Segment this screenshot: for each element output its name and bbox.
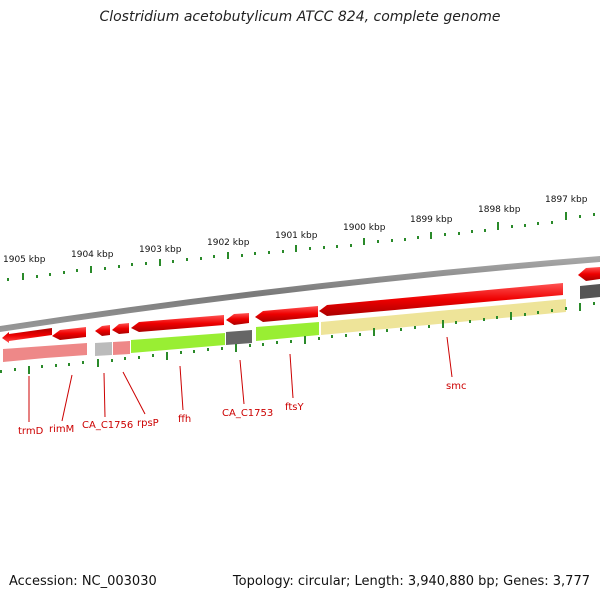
gene-label-rpsP[interactable]: rpsP [137, 418, 159, 429]
gene-label-rimM[interactable]: rimM [49, 424, 74, 435]
genome-summary-text: Topology: circular; Length: 3,940,880 bp… [232, 574, 590, 589]
outer-scale-ticks [7, 212, 595, 281]
accession-text: Accession: NC_003030 [9, 574, 157, 589]
scale-label: 1900 kbp [343, 223, 386, 233]
cog-bar-CA_C1756[interactable] [95, 342, 112, 356]
cog-bar-ffh[interactable] [131, 333, 225, 353]
genome-backbone [0, 256, 600, 332]
scale-label: 1898 kbp [478, 205, 521, 215]
cog-bar-CA_C1753[interactable] [226, 330, 252, 345]
gene-arrow-rimM[interactable] [52, 327, 86, 340]
cog-bar-trmD[interactable] [3, 346, 45, 362]
cog-bar-next[interactable] [580, 284, 600, 299]
cog-bar-smc[interactable] [321, 299, 566, 335]
gene-label-ffh[interactable]: ffh [178, 414, 191, 425]
scale-labels: 1905 kbp 1904 kbp 1903 kbp 1902 kbp 1901… [3, 195, 588, 265]
gene-label-ftsY[interactable]: ftsY [285, 402, 304, 413]
gene-label-CA_C1756[interactable]: CA_C1756 [82, 420, 133, 431]
gene-label-smc[interactable]: smc [446, 381, 466, 392]
gene-label-CA_C1753[interactable]: CA_C1753 [222, 408, 273, 419]
gene-arrows [2, 267, 600, 343]
cog-bar-ftsY[interactable] [256, 322, 319, 341]
scale-label: 1902 kbp [207, 238, 250, 248]
scale-label: 1899 kbp [410, 215, 453, 225]
scale-label: 1897 kbp [545, 195, 588, 205]
gene-labels: trmD rimM CA_C1756 rpsP ffh CA_C1753 fts… [18, 381, 466, 437]
label-leaders [28, 336, 453, 422]
gene-arrow-next[interactable] [578, 267, 600, 281]
gene-arrow-ftsY[interactable] [255, 306, 318, 322]
scale-label: 1903 kbp [139, 245, 182, 255]
scale-label: 1905 kbp [3, 255, 46, 265]
cog-bar-rpsP[interactable] [113, 341, 130, 355]
inner-scale-ticks [0, 302, 595, 374]
gene-arrow-ffh[interactable] [131, 315, 224, 332]
cog-bar-rimM[interactable] [45, 343, 87, 358]
gene-arrow-rpsP[interactable] [112, 323, 129, 334]
gene-arrow-trmD[interactable] [2, 328, 52, 343]
map-title: Clostridium acetobutylicum ATCC 824, com… [99, 9, 501, 25]
cog-bars [3, 284, 600, 362]
scale-label: 1904 kbp [71, 250, 114, 260]
gene-label-trmD[interactable]: trmD [18, 426, 44, 437]
scale-label: 1901 kbp [275, 231, 318, 241]
gene-arrow-smc[interactable] [319, 283, 563, 316]
gene-arrow-CA_C1753[interactable] [226, 313, 249, 325]
gene-arrow-CA_C1756[interactable] [95, 325, 110, 336]
